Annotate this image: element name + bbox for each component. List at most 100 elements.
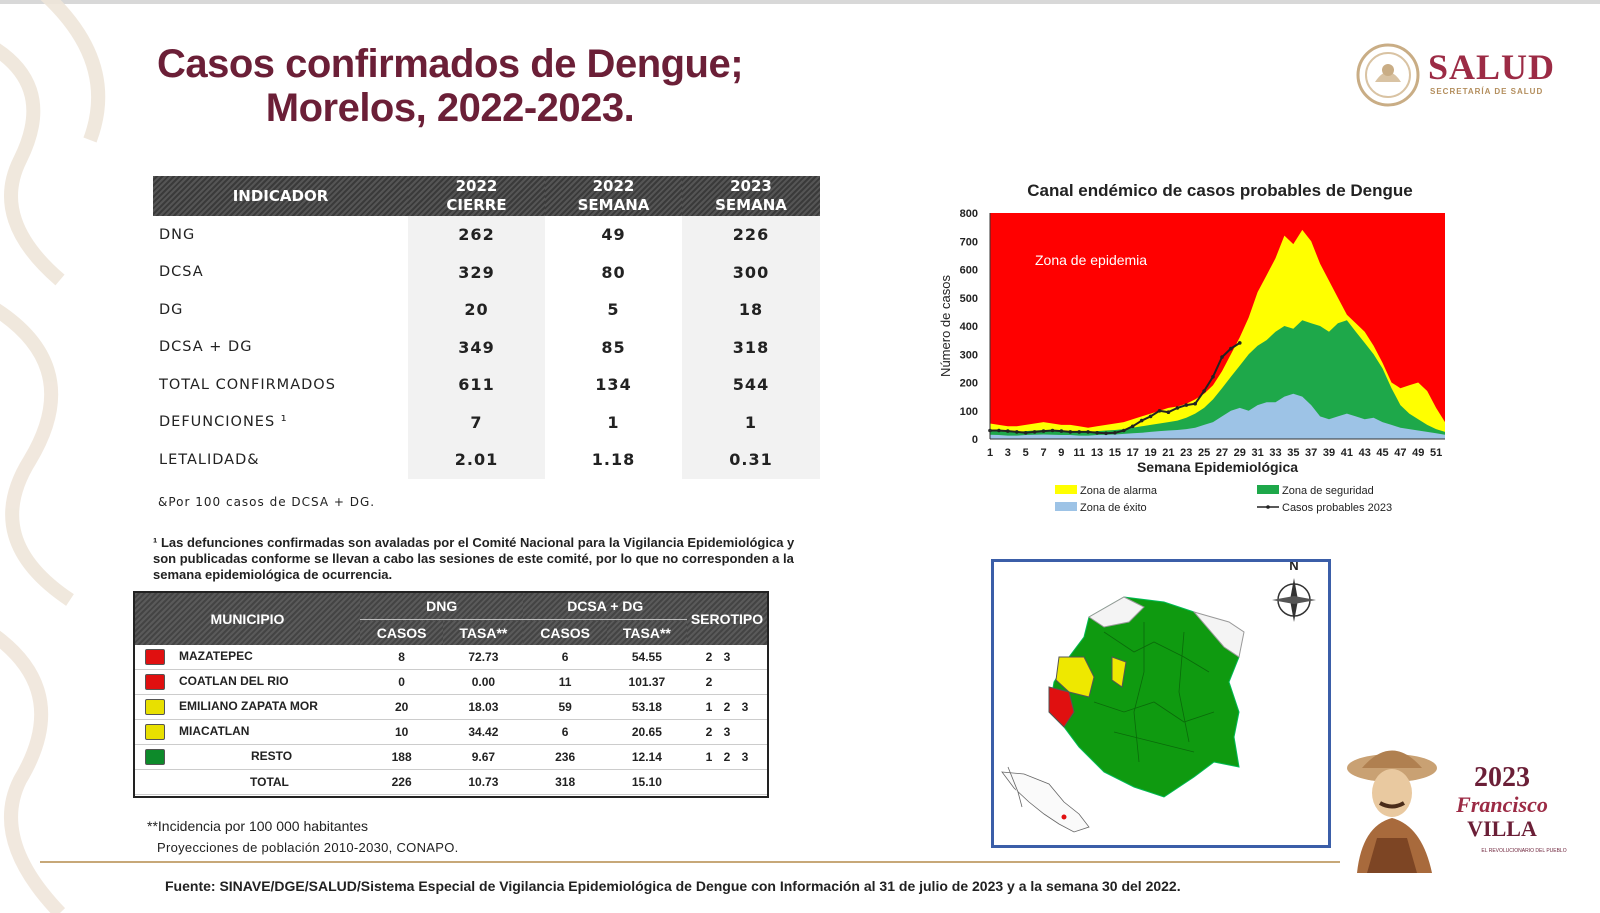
risk-color-swatch [145,749,165,765]
municipio-total-row: TOTAL 226 10.73 318 15.10 [135,769,767,795]
municipio-row: MIACATLAN 10 34.42 6 20.65 2 3 [135,719,767,745]
cases-2023-point [1148,414,1153,419]
page-title: Casos confirmados de Dengue; Morelos, 20… [110,42,790,130]
indicator-row: LETALIDAD& 2.01 1.18 0.31 [153,441,820,479]
x-tick-label: 25 [1198,447,1210,459]
dng-casos: 20 [360,694,444,720]
dcsa-dg-casos: 59 [523,694,607,720]
value-2022-cierre: 262 [408,216,545,254]
municipio-table-frame: MUNICIPIO DNG DCSA + DG SEROTIPO CASOS T… [133,591,769,798]
zone-annotation: Zona de epidemia [1035,252,1147,268]
villa-year: 2023 [1474,762,1530,793]
dng-casos: 188 [360,744,444,770]
cases-2023-point [1229,346,1233,351]
cases-2023-point [1006,429,1010,433]
dng-tasa: 0.00 [443,669,524,695]
serotipo-cell: 2 [687,669,767,695]
municipio-row: EMILIANO ZAPATA MOR 20 18.03 59 53.18 1 2 3 [135,694,767,720]
municipio-name: RESTO [251,749,293,764]
header-period: SEMANA [577,196,650,214]
value-2022-cierre: 349 [408,328,545,366]
risk-color-swatch [145,699,165,715]
villa-portrait-illustration [1347,750,1437,873]
header-year: 2022 [592,177,635,195]
municipio-cell: COATLAN DEL RIO [135,669,360,695]
legend-label: Casos probables 2023 [1282,502,1392,514]
municipio-name: EMILIANO ZAPATA MOR [179,699,318,714]
x-tick-label: 37 [1305,447,1317,459]
north-label: N [1289,562,1298,573]
map-red-zone [1048,686,1075,728]
francisco-villa-emblem: 2023 Francisco VILLA EL REVOLUCIONARIO D… [1347,750,1567,873]
dng-tasa: 72.73 [443,645,524,670]
header-casos: CASOS [360,619,444,645]
indicator-row: DCSA 329 80 300 [153,253,820,291]
x-tick-label: 41 [1341,447,1353,459]
background-pattern [0,0,106,913]
indicator-label: DG [159,301,184,318]
cases-2023-point [1041,429,1046,433]
header-municipio: MUNICIPIO [135,593,360,645]
serotipo-value: 2 [723,750,731,764]
value-2022-semana: 85 [545,328,682,366]
total-serotipo [687,769,767,795]
map-north-region [1088,596,1145,628]
dcsa-dg-tasa: 53.18 [606,694,687,720]
value-2023-semana: 318 [682,328,820,366]
header-year: 2022 [455,177,498,195]
municipio-name: MIACATLAN [179,724,250,739]
serotipo-value: 2 [705,650,713,664]
indicator-label: TOTAL CONFIRMADOS [159,376,336,393]
value-2023-semana: 18 [682,291,820,329]
serotipo-value: 3 [723,725,731,739]
map-northeast-region [1192,611,1245,658]
value-2023-semana: 300 [682,253,820,291]
risk-color-swatch [145,649,165,665]
indicator-row: TOTAL CONFIRMADOS 611 134 544 [153,366,820,404]
cases-2023-point [997,428,1001,433]
villa-tagline: EL REVOLUCIONARIO DEL PUEBLO [1481,848,1566,854]
cases-2023-point [1157,409,1162,413]
municipio-table-header-row-2: CASOS TASA** CASOS TASA** [135,619,767,645]
x-tick-label: 1 [987,447,993,459]
header-casos: CASOS [523,619,607,645]
value-2023-semana: 0.31 [682,441,820,479]
risk-color-swatch [145,674,165,690]
map-yellow-zone-1 [1055,656,1095,698]
map-municipio-borders [1093,622,1215,763]
cases-2023-point [1050,428,1055,433]
indicator-label: DCSA [159,264,204,281]
series-area-1 [990,320,1445,439]
serotipo-value: 3 [723,650,731,664]
y-tick-label: 100 [960,406,978,418]
morelos-map-drawing: N [1001,558,1316,833]
legend-swatch [1257,485,1279,494]
legend-swatch [1055,502,1077,511]
municipio-row: MAZATEPEC 8 72.73 6 54.55 2 3 [135,645,767,670]
y-tick-label: 0 [972,434,978,446]
x-tick-label: 33 [1269,447,1281,459]
indicator-table-header: INDICADOR 2022 CIERRE 2022 SEMANA 2023 SEMA… [153,176,820,216]
risk-color-swatch [145,724,165,740]
indicator-label: DEFUNCIONES ¹ [159,414,288,431]
total-dng-casos: 226 [360,769,444,795]
dcsa-dg-tasa: 101.37 [606,669,687,695]
cases-2023-point [1122,428,1126,433]
value-2022-cierre: 611 [408,366,545,404]
value-2023-semana: 544 [682,366,820,404]
y-tick-label: 800 [960,208,978,220]
value-2022-cierre: 7 [408,403,545,441]
municipio-row: COATLAN DEL RIO 0 0.00 11 101.37 2 [135,669,767,695]
serotipo-value: 2 [723,700,731,714]
value-2022-semana: 134 [545,366,682,404]
serotipo-value: 1 [705,750,713,764]
y-tick-label: 300 [960,349,978,361]
mexico-inset-map [1001,766,1090,833]
indicator-label: DNG [159,226,196,243]
series-area-2 [990,393,1445,439]
x-tick-label: 19 [1144,447,1156,459]
header-tasa: TASA** [606,619,687,645]
serotipo-value: 3 [741,750,749,764]
